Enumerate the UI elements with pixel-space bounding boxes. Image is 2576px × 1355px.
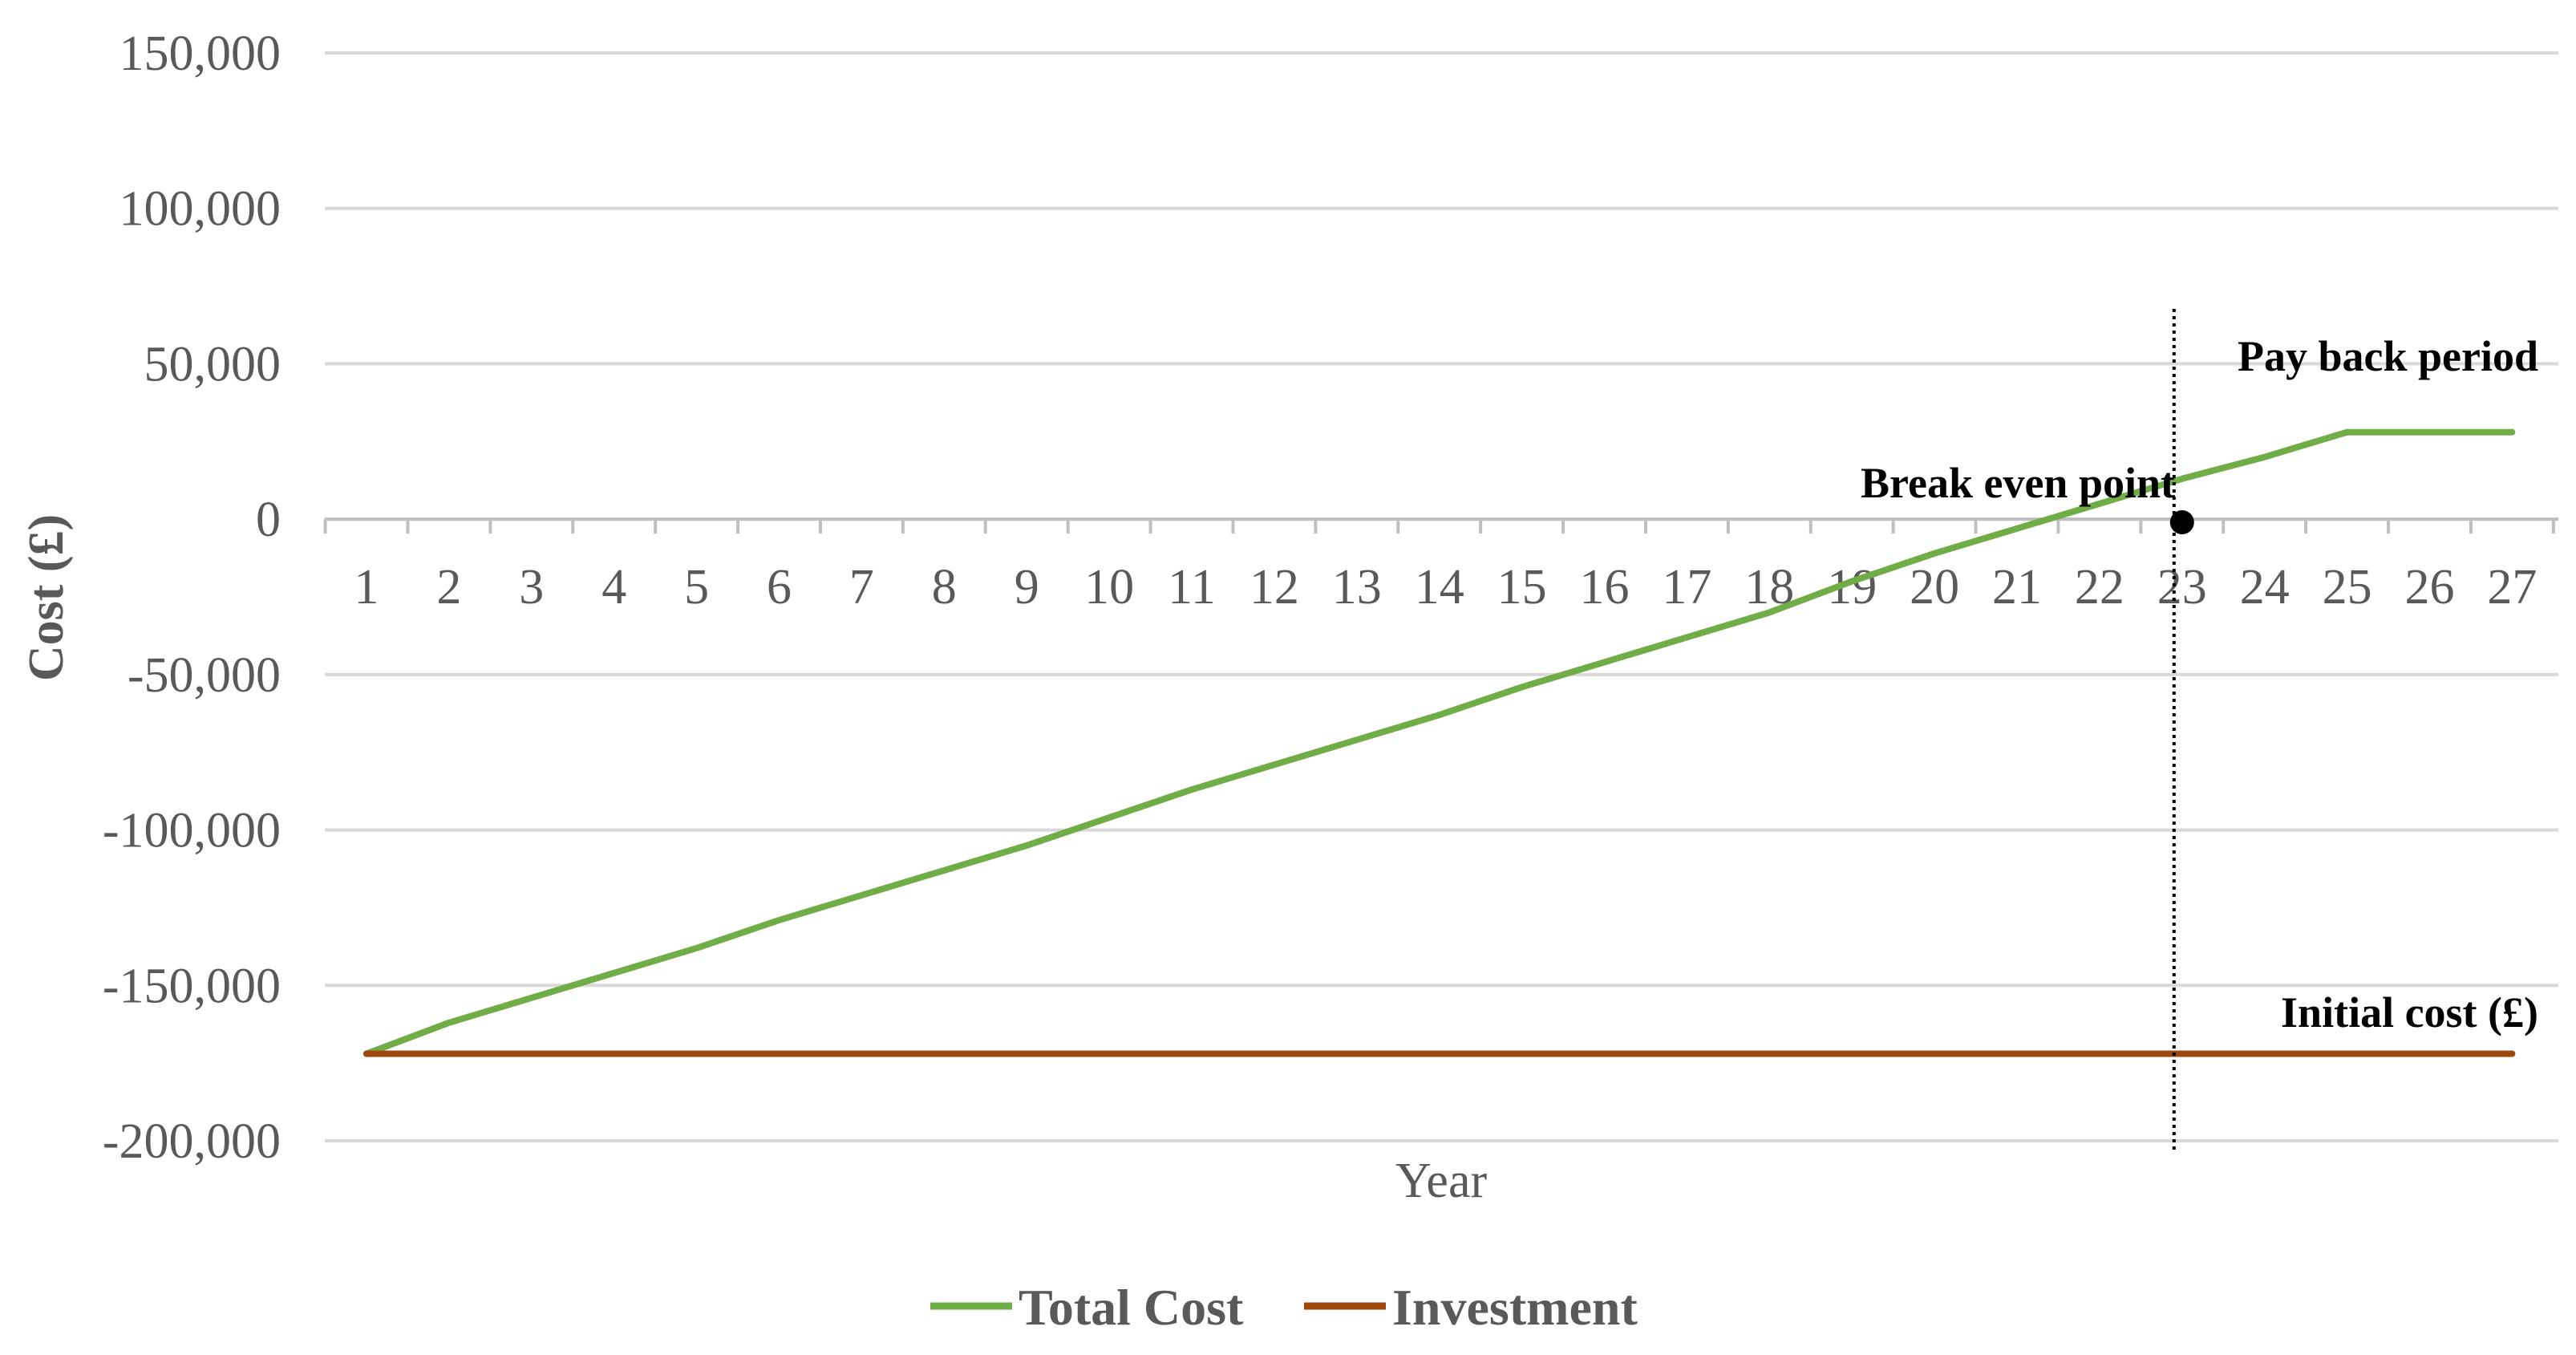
x-tick-label: 25 [2323, 560, 2372, 615]
y-tick-label: -200,000 [103, 1114, 281, 1169]
legend: Total Cost Investment [930, 1279, 1638, 1336]
y-tick-label: -50,000 [128, 648, 281, 703]
break-even-marker [2169, 510, 2194, 535]
x-tick-label: 10 [1084, 560, 1134, 615]
x-tick-label: 8 [932, 560, 957, 615]
x-tick-label: 7 [849, 560, 874, 615]
x-tick-label: 4 [601, 560, 626, 615]
x-tick-label: 1 [354, 560, 379, 615]
x-tick-label: 15 [1497, 560, 1547, 615]
x-tick-label: 26 [2405, 560, 2455, 615]
legend-label-total-cost: Total Cost [1019, 1279, 1244, 1336]
x-tick-label: 3 [519, 560, 544, 615]
x-tick-label: 24 [2240, 560, 2290, 615]
legend-label-investment: Investment [1392, 1279, 1638, 1336]
y-tick-label: 150,000 [119, 26, 281, 81]
x-axis-tick-labels: 1 2 3 4 5 6 7 8 9 10 11 12 13 14 15 16 17 18 19 20 21 22 23 24 2… [354, 560, 2538, 615]
x-tick-label: 14 [1415, 560, 1464, 615]
x-tick-label: 17 [1662, 560, 1711, 615]
y-axis-title: Cost (£) [19, 514, 74, 681]
x-tick-label: 9 [1015, 560, 1039, 615]
y-tick-label: 100,000 [119, 182, 281, 237]
x-tick-label: 6 [767, 560, 792, 615]
series-lines [363, 428, 2516, 1057]
y-tick-label: -100,000 [103, 804, 281, 858]
y-tick-label: 50,000 [144, 337, 281, 391]
payback-period-label: Pay back period [2238, 332, 2538, 380]
x-tick-label: 23 [2157, 560, 2207, 615]
x-tick-label: 16 [1580, 560, 1630, 615]
x-tick-label: 27 [2487, 560, 2537, 615]
x-tick-label: 22 [2075, 560, 2124, 615]
break-even-label: Break even point [1861, 459, 2175, 507]
initial-cost-label: Initial cost (£) [2281, 988, 2538, 1037]
x-tick-label: 5 [684, 560, 709, 615]
annotations: Pay back period Break even point Initial… [1861, 309, 2538, 1154]
x-tick-label: 21 [1992, 560, 2042, 615]
y-tick-label: 0 [256, 493, 281, 547]
x-axis [323, 517, 2558, 534]
y-axis-tick-labels: 150,000 100,000 50,000 0 -50,000 -100,000 -150… [103, 26, 281, 1169]
x-axis-title: Year [1395, 1154, 1488, 1208]
x-tick-label: 20 [1910, 560, 1959, 615]
x-tick-label: 11 [1168, 560, 1216, 615]
x-tick-label: 12 [1250, 560, 1299, 615]
series-line-total-cost [363, 428, 2516, 1057]
x-tick-label: 13 [1332, 560, 1382, 615]
y-tick-label: -150,000 [103, 959, 281, 1013]
x-tick-label: 2 [436, 560, 461, 615]
